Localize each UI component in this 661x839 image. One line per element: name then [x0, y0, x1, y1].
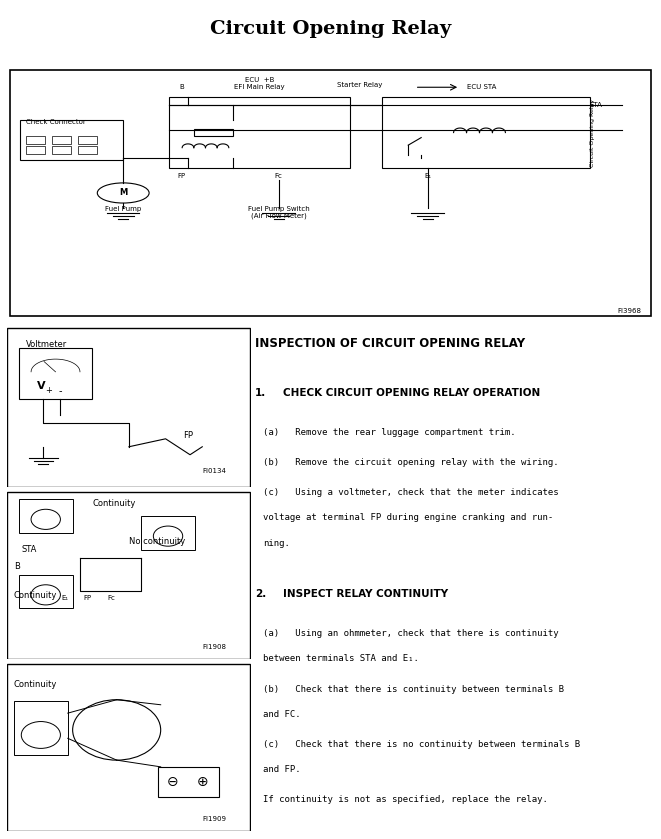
Text: ⊖: ⊖ — [167, 775, 178, 789]
Text: (c)   Using a voltmeter, check that the meter indicates: (c) Using a voltmeter, check that the me… — [263, 488, 559, 498]
Text: (a)   Remove the rear luggage compartment trim.: (a) Remove the rear luggage compartment … — [263, 428, 516, 437]
Text: Fc: Fc — [108, 595, 116, 601]
Bar — [19, 499, 73, 533]
Text: Check Connector: Check Connector — [26, 119, 86, 126]
Text: INSPECT RELAY CONTINUITY: INSPECT RELAY CONTINUITY — [284, 589, 449, 599]
Bar — [382, 97, 590, 168]
Text: No continuity: No continuity — [129, 537, 185, 545]
Text: FP: FP — [83, 595, 91, 601]
Text: INSPECTION OF CIRCUIT OPENING RELAY: INSPECTION OF CIRCUIT OPENING RELAY — [255, 337, 525, 350]
Bar — [141, 516, 195, 550]
Text: Circuit Opening Relay: Circuit Opening Relay — [210, 20, 451, 39]
Text: V: V — [36, 381, 45, 391]
Text: FI1908: FI1908 — [203, 644, 227, 650]
Text: ECU STA: ECU STA — [467, 84, 496, 91]
Text: between terminals STA and E₁.: between terminals STA and E₁. — [263, 654, 419, 664]
Bar — [19, 348, 92, 399]
Text: -: - — [59, 386, 62, 396]
Text: Fuel Pump: Fuel Pump — [105, 206, 141, 211]
Bar — [169, 97, 350, 168]
Bar — [194, 129, 233, 137]
Bar — [52, 146, 71, 154]
Text: STA: STA — [590, 102, 602, 108]
Text: ECU  +B
EFI Main Relay: ECU +B EFI Main Relay — [234, 77, 284, 90]
Bar — [158, 767, 219, 797]
Text: M: M — [119, 189, 128, 197]
Bar — [78, 146, 97, 154]
Bar — [20, 120, 123, 160]
Text: E₁: E₁ — [61, 595, 69, 601]
Text: FI3968: FI3968 — [617, 308, 641, 314]
Text: (a)   Using an ohmmeter, check that there is continuity: (a) Using an ohmmeter, check that there … — [263, 629, 559, 638]
Text: ning.: ning. — [263, 539, 290, 548]
Bar — [78, 136, 97, 144]
Text: E₁: E₁ — [424, 173, 431, 179]
Text: B: B — [14, 562, 20, 571]
Bar — [52, 136, 71, 144]
Text: (b)   Check that there is continuity between terminals B: (b) Check that there is continuity betwe… — [263, 685, 564, 694]
Text: B: B — [179, 84, 184, 90]
Text: FP: FP — [182, 431, 193, 440]
Bar — [19, 575, 73, 608]
Text: FP: FP — [177, 173, 186, 179]
Text: 1.: 1. — [255, 388, 266, 398]
Text: CHECK CIRCUIT OPENING RELAY OPERATION: CHECK CIRCUIT OPENING RELAY OPERATION — [284, 388, 541, 398]
Text: Circuit Opening Relay: Circuit Opening Relay — [590, 98, 595, 167]
Text: and FP.: and FP. — [263, 765, 301, 774]
Bar — [14, 701, 67, 755]
Text: Voltmeter: Voltmeter — [26, 340, 67, 349]
Text: and FC.: and FC. — [263, 710, 301, 719]
Text: Starter Relay: Starter Relay — [337, 81, 382, 88]
Text: Continuity: Continuity — [93, 499, 136, 508]
Text: +: + — [45, 387, 52, 395]
Text: ⊕: ⊕ — [196, 775, 208, 789]
Text: (b)   Remove the circuit opening relay with the wiring.: (b) Remove the circuit opening relay wit… — [263, 458, 559, 467]
Text: Fc: Fc — [275, 173, 283, 179]
Text: voltage at terminal FP during engine cranking and run-: voltage at terminal FP during engine cra… — [263, 513, 553, 523]
Text: Fuel Pump Switch
(Air Flow Meter): Fuel Pump Switch (Air Flow Meter) — [248, 206, 309, 219]
Text: Continuity: Continuity — [14, 591, 58, 601]
Text: FI0134: FI0134 — [203, 468, 227, 474]
Text: 2.: 2. — [255, 589, 266, 599]
Text: STA: STA — [21, 545, 36, 554]
Text: Continuity: Continuity — [14, 680, 58, 689]
Text: If continuity is not as specified, replace the relay.: If continuity is not as specified, repla… — [263, 795, 548, 805]
Bar — [26, 146, 46, 154]
Text: FI1909: FI1909 — [203, 816, 227, 822]
Text: (c)   Check that there is no continuity between terminals B: (c) Check that there is no continuity be… — [263, 740, 580, 749]
Bar — [26, 136, 46, 144]
